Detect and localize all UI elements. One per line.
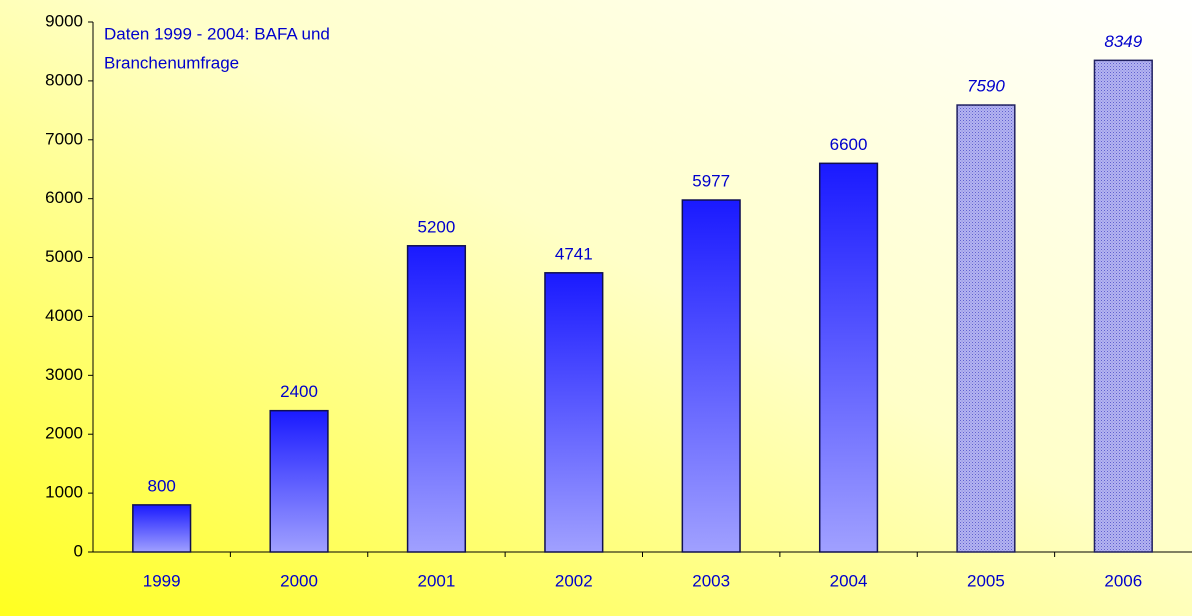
x-tick-label: 2000 <box>280 571 318 590</box>
bar <box>544 272 604 553</box>
data-label: 8349 <box>1104 32 1142 51</box>
y-tick-label: 8000 <box>45 70 83 89</box>
y-tick-label: 2000 <box>45 424 83 443</box>
x-tick-label: 1999 <box>143 571 181 590</box>
annotation: Daten 1999 - 2004: BAFA und <box>104 24 330 43</box>
x-tick-label: 2005 <box>967 571 1005 590</box>
x-tick-label: 2004 <box>830 571 868 590</box>
y-tick-label: 4000 <box>45 306 83 325</box>
data-label: 4741 <box>555 244 593 263</box>
bar <box>956 104 1016 553</box>
bar <box>269 409 329 553</box>
data-label: 800 <box>148 476 176 495</box>
bar <box>681 199 741 553</box>
data-label: 5977 <box>692 172 730 191</box>
data-label: 6600 <box>830 135 868 154</box>
y-tick-label: 6000 <box>45 188 83 207</box>
bar <box>1093 59 1153 553</box>
data-label: 2400 <box>280 382 318 401</box>
y-tick-label: 3000 <box>45 365 83 384</box>
y-tick-label: 1000 <box>45 483 83 502</box>
x-tick-label: 2003 <box>692 571 730 590</box>
y-tick-label: 9000 <box>45 11 83 30</box>
bar <box>406 245 467 553</box>
y-tick-label: 7000 <box>45 129 83 148</box>
y-tick-label: 5000 <box>45 247 83 266</box>
annotation: Branchenumfrage <box>104 53 239 72</box>
y-tick-label: 0 <box>74 541 83 560</box>
bar <box>818 162 879 553</box>
x-tick-label: 2002 <box>555 571 593 590</box>
x-tick-label: 2001 <box>418 571 456 590</box>
x-tick-label: 2006 <box>1104 571 1142 590</box>
bar <box>132 504 192 553</box>
data-label: 7590 <box>967 77 1005 96</box>
data-label: 5200 <box>418 217 456 236</box>
